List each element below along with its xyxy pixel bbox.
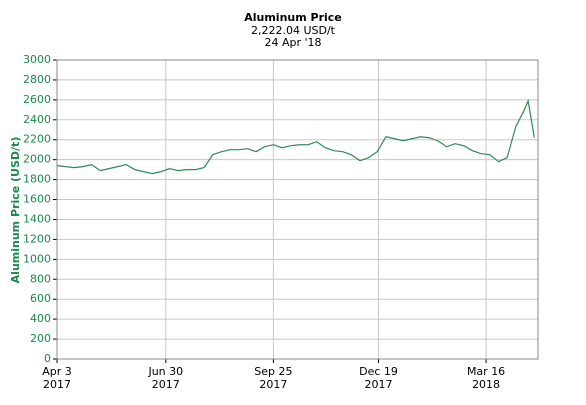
y-tick-label: 0 xyxy=(44,352,51,365)
y-tick-label: 2000 xyxy=(23,153,51,166)
y-tick-label: 2600 xyxy=(23,93,51,106)
y-tick-label: 800 xyxy=(30,272,51,285)
y-tick-label: 200 xyxy=(30,332,51,345)
y-tick-label: 2800 xyxy=(23,73,51,86)
chart-title: Aluminum Price xyxy=(244,11,342,24)
y-tick-label: 1200 xyxy=(23,232,51,245)
y-tick-label: 1400 xyxy=(23,212,51,225)
price-line xyxy=(56,98,535,175)
plot-frame xyxy=(56,59,539,360)
chart-subtitle: 2,222.04 USD/t xyxy=(251,24,336,37)
x-tick-label: Jun 30 2017 xyxy=(147,365,183,391)
y-tick-label: 1000 xyxy=(23,252,51,265)
x-tick-label: Sep 25 2017 xyxy=(254,365,292,391)
y-axis-label: Aluminum Price (USD/t) xyxy=(9,137,22,284)
x-tick-label: Apr 3 2017 xyxy=(42,365,72,391)
x-tick-label: Dec 19 2017 xyxy=(359,365,398,391)
y-tick-label: 1800 xyxy=(23,173,51,186)
y-tick-label: 1600 xyxy=(23,193,51,206)
x-tick-label: Mar 16 2018 xyxy=(467,365,505,391)
date-label: 24 Apr '18 xyxy=(264,36,321,49)
y-tick-label: 2200 xyxy=(23,133,51,146)
y-tick-label: 3000 xyxy=(23,53,51,66)
y-tick-label: 400 xyxy=(30,312,51,325)
y-tick-label: 600 xyxy=(30,292,51,305)
y-tick-label: 2400 xyxy=(23,113,51,126)
